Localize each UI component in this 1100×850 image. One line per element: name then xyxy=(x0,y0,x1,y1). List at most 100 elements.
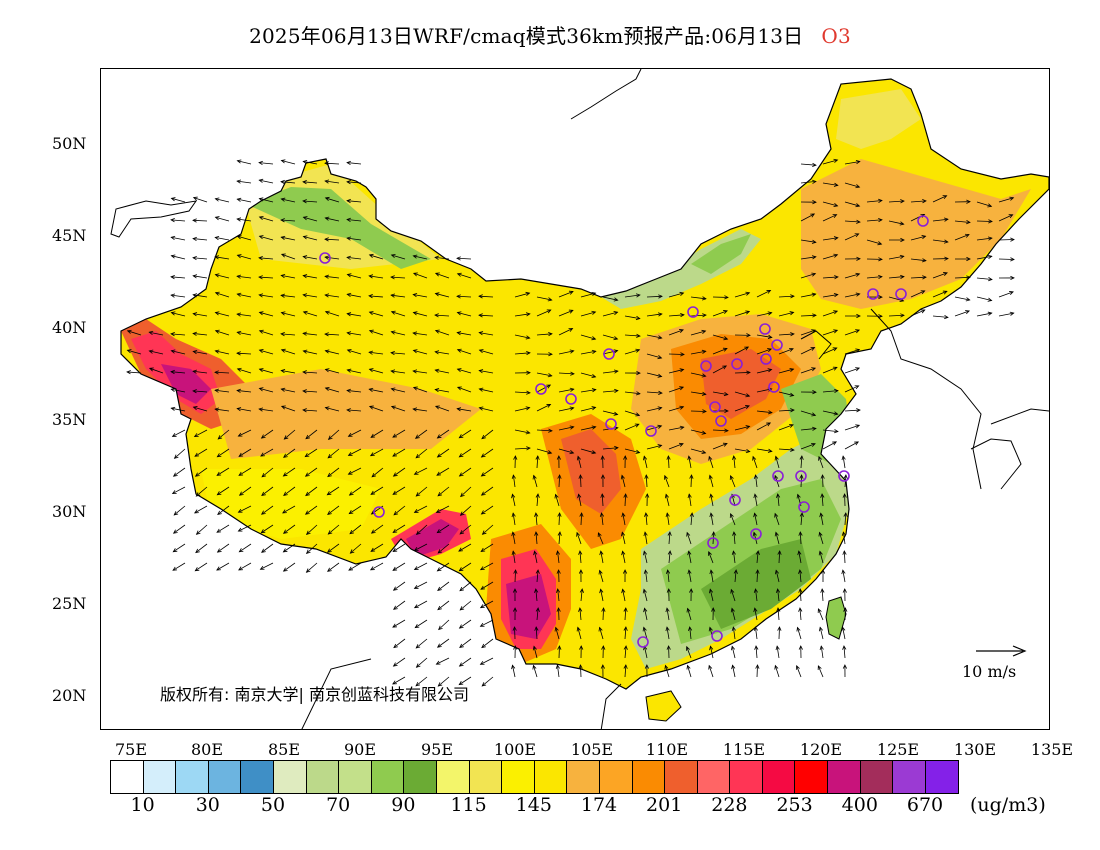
wind-arrow xyxy=(646,390,663,395)
wind-arrow xyxy=(844,219,861,224)
wind-arrow xyxy=(822,366,838,374)
wind-arrow xyxy=(800,329,817,336)
wind-arrow xyxy=(822,441,838,450)
wind-arrow xyxy=(535,493,540,507)
wind-arrow xyxy=(820,493,825,507)
wind-arrow xyxy=(282,467,296,477)
city-marker xyxy=(709,401,721,413)
wind-arrow xyxy=(579,645,584,659)
wind-arrow xyxy=(258,256,274,261)
wind-arrow xyxy=(623,493,628,507)
wind-arrow xyxy=(729,475,736,488)
wind-arrow xyxy=(998,196,1015,203)
wind-arrow xyxy=(841,626,846,640)
wind-arrow xyxy=(392,429,406,438)
wind-arrow xyxy=(709,569,714,583)
wind-arrow xyxy=(734,370,751,375)
wind-arrow xyxy=(170,218,186,223)
wind-arrow xyxy=(822,158,839,165)
wind-arrow xyxy=(711,607,716,621)
wind-arrow xyxy=(302,349,318,355)
wind-arrow xyxy=(479,600,494,609)
wind-arrow xyxy=(346,388,362,393)
hainan-island xyxy=(645,690,682,722)
x-label-125e: 125E xyxy=(876,740,920,759)
wind-arrow xyxy=(237,429,252,437)
wind-arrow xyxy=(478,349,494,355)
wind-arrow xyxy=(194,562,208,572)
wind-arrow xyxy=(712,347,728,355)
wind-arrow xyxy=(436,562,450,572)
wind-arrow xyxy=(434,313,450,318)
wind-arrow xyxy=(283,486,296,496)
wind-arrow xyxy=(841,455,846,469)
wind-arrow xyxy=(752,455,758,469)
wind-arrow xyxy=(601,607,606,621)
wind-arrow xyxy=(712,295,729,300)
wind-arrow xyxy=(976,277,993,282)
wind-arrow xyxy=(576,455,582,469)
wind-arrow xyxy=(712,428,729,433)
wind-arrow xyxy=(170,197,186,203)
wind-arrow xyxy=(536,296,553,302)
wind-arrow xyxy=(214,235,230,241)
wind-arrow xyxy=(557,512,562,526)
wind-arrow xyxy=(478,406,494,412)
y-label-40n: 40N xyxy=(52,318,87,337)
wind-arrow xyxy=(555,664,560,678)
y-label-25n: 25N xyxy=(52,594,87,613)
wind-arrow xyxy=(280,369,296,374)
wind-arrow xyxy=(535,455,540,469)
wind-arrow xyxy=(712,408,729,414)
wind-arrow xyxy=(305,429,318,440)
wind-arrow xyxy=(844,233,860,241)
wind-arrow xyxy=(282,524,296,534)
wind-arrow xyxy=(324,196,340,203)
wind-arrow xyxy=(733,569,738,583)
wind-arrow xyxy=(258,349,274,355)
wind-arrow xyxy=(435,657,450,665)
wind-arrow xyxy=(514,370,531,375)
wind-arrow xyxy=(954,310,971,317)
wind-arrow xyxy=(346,180,362,185)
wind-arrow xyxy=(347,429,362,437)
china-outline xyxy=(120,78,1049,690)
title-species: O3 xyxy=(821,24,851,48)
wind-arrow xyxy=(844,385,860,393)
city-marker xyxy=(917,215,929,227)
wind-arrow xyxy=(800,213,816,222)
legend-swatch xyxy=(534,761,568,793)
legend-label: 50 xyxy=(260,794,286,816)
wind-arrow xyxy=(170,406,186,412)
wind-arrow xyxy=(756,410,773,415)
wind-arrow xyxy=(349,543,362,554)
wind-arrow xyxy=(236,217,252,222)
wind-arrow xyxy=(602,334,619,341)
wind-arrow xyxy=(708,664,714,678)
wind-arrow xyxy=(598,626,604,640)
wind-arrow xyxy=(238,448,252,457)
wind-arrow xyxy=(734,310,751,317)
wind-arrow xyxy=(558,349,575,355)
wind-arrow xyxy=(511,550,516,564)
wind-arrow xyxy=(664,664,670,678)
wind-arrow xyxy=(817,665,824,678)
wind-arrow xyxy=(348,562,362,571)
wind-arrow xyxy=(368,405,384,412)
wind-arrow xyxy=(556,455,561,469)
wind-arrow xyxy=(800,292,817,298)
wind-arrow xyxy=(327,448,340,459)
wind-arrow xyxy=(456,386,472,393)
x-label-80e: 80E xyxy=(190,740,224,759)
wind-arrow xyxy=(171,429,186,437)
wind-arrow xyxy=(844,367,861,374)
wind-arrow xyxy=(170,293,186,298)
wind-arrow xyxy=(170,369,186,375)
wind-arrow xyxy=(280,273,296,279)
legend-swatch xyxy=(143,761,177,793)
wind-arrow xyxy=(866,274,883,280)
wind-arrow xyxy=(842,664,848,678)
wind-arrow xyxy=(621,588,626,602)
wind-arrow xyxy=(282,505,296,514)
wind-arrow xyxy=(800,200,817,205)
